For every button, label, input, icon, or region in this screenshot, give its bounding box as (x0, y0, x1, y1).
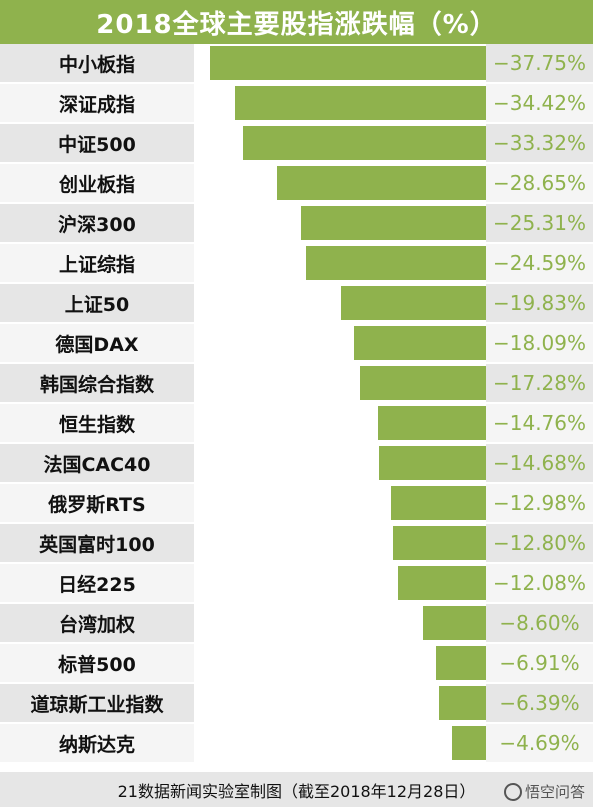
value-label: −28.65% (492, 171, 587, 195)
chart-row: 中小板指 −37.75% (0, 44, 593, 82)
chart-title: 2018全球主要股指涨跌幅（%） (0, 0, 593, 44)
category-label: 深证成指 (58, 93, 135, 116)
value-label: −6.91% (499, 651, 580, 675)
chart-row: 道琼斯工业指数 −6.39% (0, 684, 593, 722)
category-label: 标普500 (58, 653, 136, 676)
bar (423, 606, 486, 640)
chart-row: 标普500 −6.91% (0, 644, 593, 682)
category-label: 俄罗斯RTS (48, 493, 146, 516)
value-label: −18.09% (492, 331, 587, 355)
bar (439, 686, 486, 720)
bar (276, 166, 486, 200)
chart-row: 俄罗斯RTS −12.98% (0, 484, 593, 522)
chart-row: 台湾加权 −8.60% (0, 604, 593, 642)
watermark-text: 悟空问答 (524, 783, 585, 801)
chart-row: 法国CAC40 −14.68% (0, 444, 593, 482)
bar-track (194, 524, 486, 562)
bar (341, 286, 486, 320)
value-label: −12.98% (492, 491, 587, 515)
bar (301, 206, 486, 240)
category-label: 日经225 (58, 573, 136, 596)
bar (353, 326, 486, 360)
bar-track (194, 724, 486, 762)
value-label: −14.68% (492, 451, 587, 475)
bar-track (194, 284, 486, 322)
chart-row: 深证成指 −34.42% (0, 84, 593, 122)
value-label: −4.69% (499, 731, 580, 755)
bar-track (194, 324, 486, 362)
category-label: 德国DAX (55, 333, 139, 356)
category-label: 法国CAC40 (43, 453, 151, 476)
source-text: 21数据新闻实验室制图（截至2018年12月28日） (117, 781, 476, 801)
category-label: 中小板指 (58, 53, 135, 76)
chart-row: 恒生指数 −14.76% (0, 404, 593, 442)
bar (397, 566, 486, 600)
bar-track (194, 84, 486, 122)
category-label: 英国富时100 (39, 533, 155, 556)
category-label: 上证综指 (58, 253, 135, 276)
value-label: −34.42% (492, 91, 587, 115)
chart-row: 上证50 −19.83% (0, 284, 593, 322)
bar (242, 126, 486, 160)
category-label: 台湾加权 (58, 613, 135, 636)
category-label: 韩国综合指数 (39, 373, 154, 396)
category-label: 道琼斯工业指数 (30, 693, 164, 716)
bar-track (194, 564, 486, 602)
value-label: −19.83% (492, 291, 587, 315)
bar-track (194, 44, 486, 82)
watermark: 悟空问答 (503, 781, 585, 802)
bar (359, 366, 486, 400)
chart-row: 英国富时100 −12.80% (0, 524, 593, 562)
bar (234, 86, 486, 120)
value-label: −12.80% (492, 531, 587, 555)
bar (451, 726, 486, 760)
value-label: −14.76% (492, 411, 587, 435)
chart-row: 中证500 −33.32% (0, 124, 593, 162)
chart-row: 创业板指 −28.65% (0, 164, 593, 202)
chart-row: 上证综指 −24.59% (0, 244, 593, 282)
bar-track (194, 204, 486, 242)
bar-track (194, 484, 486, 522)
category-label: 沪深300 (58, 213, 136, 236)
bar-track (194, 644, 486, 682)
value-label: −17.28% (492, 371, 587, 395)
bar (391, 486, 486, 520)
bar-track (194, 604, 486, 642)
value-label: −25.31% (492, 211, 587, 235)
bar (378, 446, 486, 480)
value-label: −6.39% (499, 691, 580, 715)
bar-track (194, 124, 486, 162)
chart-row: 韩国综合指数 −17.28% (0, 364, 593, 402)
bar-track (194, 164, 486, 202)
value-label: −33.32% (492, 131, 587, 155)
bar (435, 646, 486, 680)
value-label: −37.75% (492, 51, 587, 75)
chart-row: 日经225 −12.08% (0, 564, 593, 602)
bar (210, 46, 486, 80)
bar (306, 246, 486, 280)
category-label: 上证50 (64, 293, 130, 316)
chart-source-note: 21数据新闻实验室制图（截至2018年12月28日） (0, 772, 593, 807)
value-label: −12.08% (492, 571, 587, 595)
bar (392, 526, 486, 560)
value-label: −8.60% (499, 611, 580, 635)
chart-row: 沪深300 −25.31% (0, 204, 593, 242)
chart-row: 德国DAX −18.09% (0, 324, 593, 362)
category-label: 创业板指 (58, 173, 135, 196)
category-label: 恒生指数 (58, 413, 135, 436)
bar-track (194, 684, 486, 722)
bar-track (194, 244, 486, 282)
bar-track (194, 444, 486, 482)
value-label: −24.59% (492, 251, 587, 275)
bar-track (194, 364, 486, 402)
bar (378, 406, 486, 440)
chart-row: 纳斯达克 −4.69% (0, 724, 593, 762)
category-label: 纳斯达克 (58, 733, 135, 756)
watermark-logo-icon (503, 782, 522, 801)
bar-track (194, 404, 486, 442)
category-label: 中证500 (58, 133, 136, 156)
